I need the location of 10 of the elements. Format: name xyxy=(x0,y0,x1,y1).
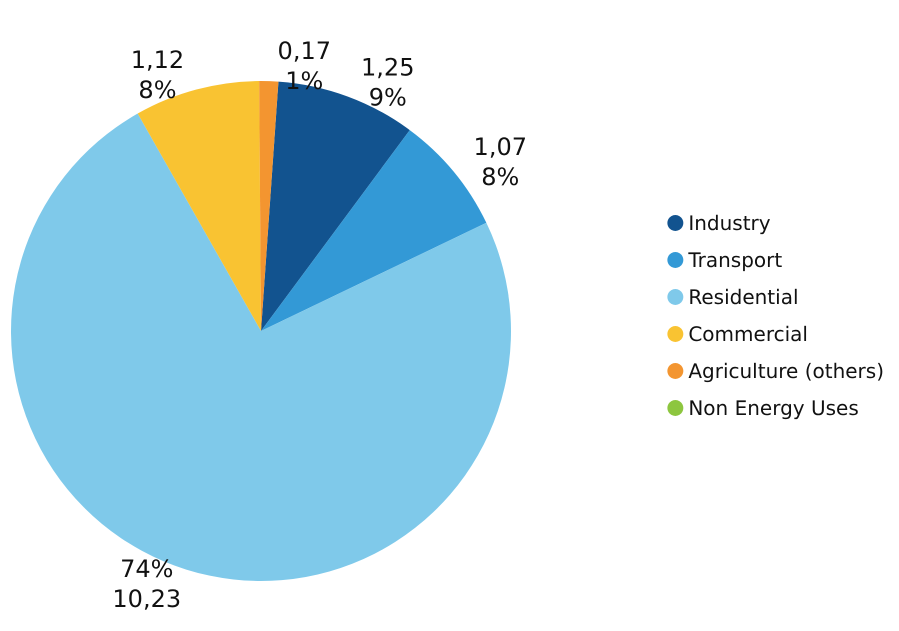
data-label: 1,07 8% xyxy=(474,133,527,192)
legend-label: Commercial xyxy=(688,322,808,346)
legend-label: Industry xyxy=(688,211,771,235)
data-label: 74% 10,23 xyxy=(112,554,182,613)
legend-label: Non Energy Uses xyxy=(688,396,859,420)
data-label: 1,12 8% xyxy=(130,46,184,104)
data-label: 1,25 9% xyxy=(361,53,414,112)
legend-label: Agriculture (others) xyxy=(688,359,884,383)
legend-label: Residential xyxy=(688,285,799,309)
legend-label: Transport xyxy=(687,248,782,272)
